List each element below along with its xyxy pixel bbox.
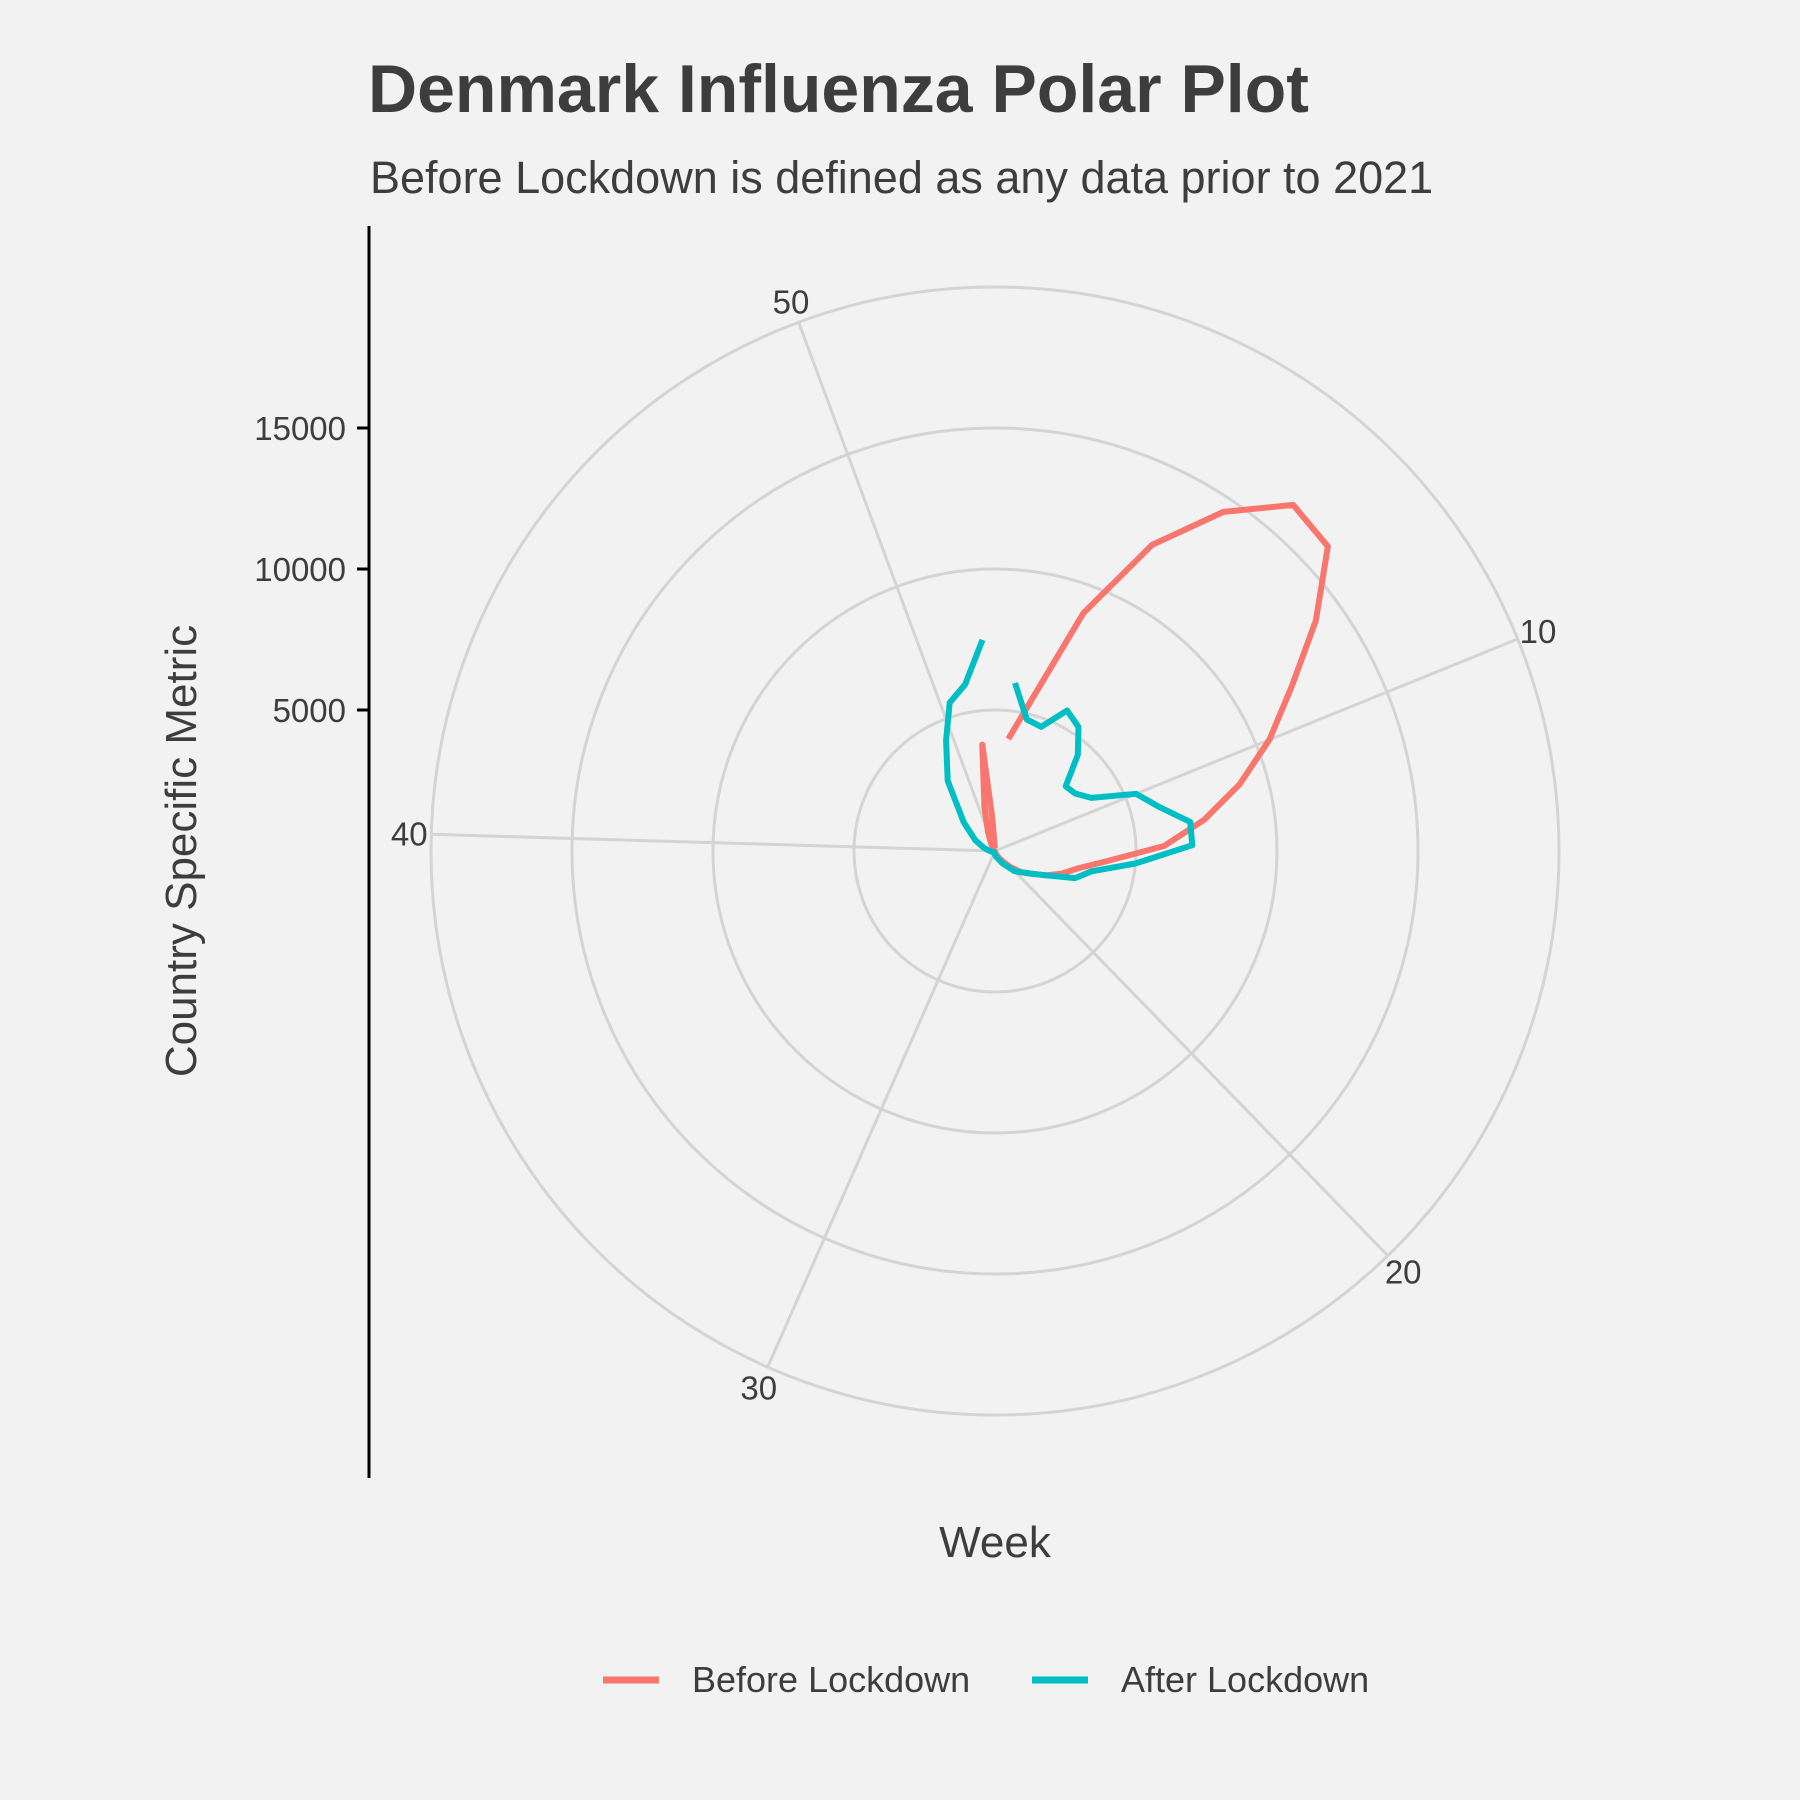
theta-tick-label: 30 [740, 1369, 777, 1406]
grid-spoke [431, 832, 996, 853]
grid-spoke [994, 637, 1519, 853]
legend-label: Before Lockdown [692, 1659, 970, 1700]
grid-ring [570, 426, 1420, 1276]
y-axis-title: Country Specific Metric [157, 625, 206, 1077]
series-line [943, 638, 1196, 882]
y-tick-label: 10000 [254, 551, 346, 588]
grid-ring [429, 285, 1561, 1417]
theta-tick-label: 20 [1385, 1253, 1422, 1290]
theta-tick-label: 40 [391, 816, 428, 853]
chart-title: Denmark Influenza Polar Plot [368, 51, 1309, 127]
chart-subtitle: Before Lockdown is defined as any data p… [370, 152, 1433, 203]
y-tick-label: 15000 [254, 410, 346, 447]
y-axis-ticks: 5000 10000 15000 [254, 410, 369, 729]
grid-spoke [797, 321, 997, 852]
x-axis-title: Week [939, 1518, 1052, 1567]
series-lines [943, 501, 1331, 882]
grid-ring [711, 567, 1279, 1135]
grid-spoke [993, 849, 1389, 1257]
grid-spoke [766, 850, 997, 1368]
theta-tick-label: 10 [1520, 613, 1557, 650]
theta-tick-labels: 10 20 30 40 50 [391, 284, 1557, 1407]
legend-label: After Lockdown [1121, 1659, 1369, 1700]
theta-tick-label: 50 [773, 284, 810, 321]
polar-grid [429, 285, 1561, 1417]
legend: Before Lockdown After Lockdown [603, 1659, 1369, 1700]
y-tick-label: 5000 [273, 692, 346, 729]
